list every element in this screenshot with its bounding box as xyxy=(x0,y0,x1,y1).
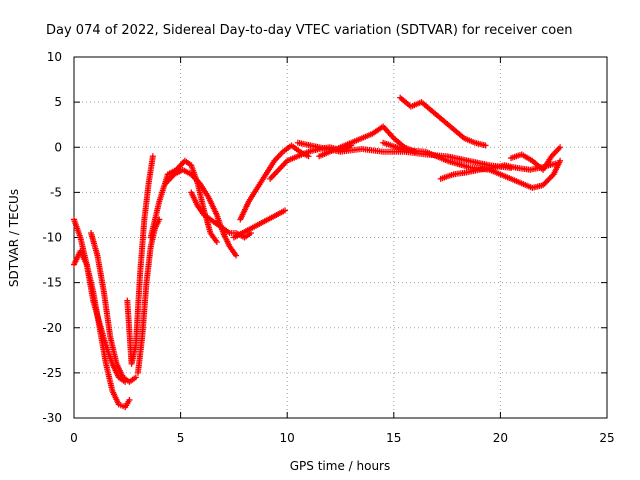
data-point xyxy=(557,144,564,151)
data-point xyxy=(132,374,139,381)
y-tick-label: -30 xyxy=(42,411,62,425)
x-tick-label: 20 xyxy=(493,431,508,445)
y-tick-label: 0 xyxy=(54,140,62,154)
data-point xyxy=(282,207,289,214)
x-tick-label: 15 xyxy=(386,431,401,445)
y-tick-label: -25 xyxy=(42,366,62,380)
y-tick-label: 10 xyxy=(47,50,62,64)
data-point xyxy=(213,239,220,246)
x-axis-label: GPS time / hours xyxy=(290,459,391,473)
data-points xyxy=(71,94,564,411)
data-point xyxy=(482,142,489,149)
data-point xyxy=(233,252,240,259)
x-tick-label: 0 xyxy=(70,431,78,445)
x-tick-label: 25 xyxy=(599,431,614,445)
x-tick-label: 10 xyxy=(280,431,295,445)
chart-title: Day 074 of 2022, Sidereal Day-to-day VTE… xyxy=(46,23,572,38)
y-tick-label: -10 xyxy=(42,231,62,245)
data-point xyxy=(552,160,559,167)
data-point xyxy=(126,396,133,403)
y-tick-label: 5 xyxy=(54,95,62,109)
x-tick-label: 5 xyxy=(177,431,185,445)
data-point xyxy=(149,153,156,160)
y-tick-label: -15 xyxy=(42,276,62,290)
y-axis-label: SDTVAR / TECUs xyxy=(7,189,21,287)
y-tick-label: -5 xyxy=(50,185,62,199)
axes: 0 5 10 15 20 25 10 5 0 -5 -10 -15 -20 -25 -30 xyxy=(42,50,614,445)
y-tick-label: -20 xyxy=(42,321,62,335)
data-point xyxy=(557,157,564,164)
